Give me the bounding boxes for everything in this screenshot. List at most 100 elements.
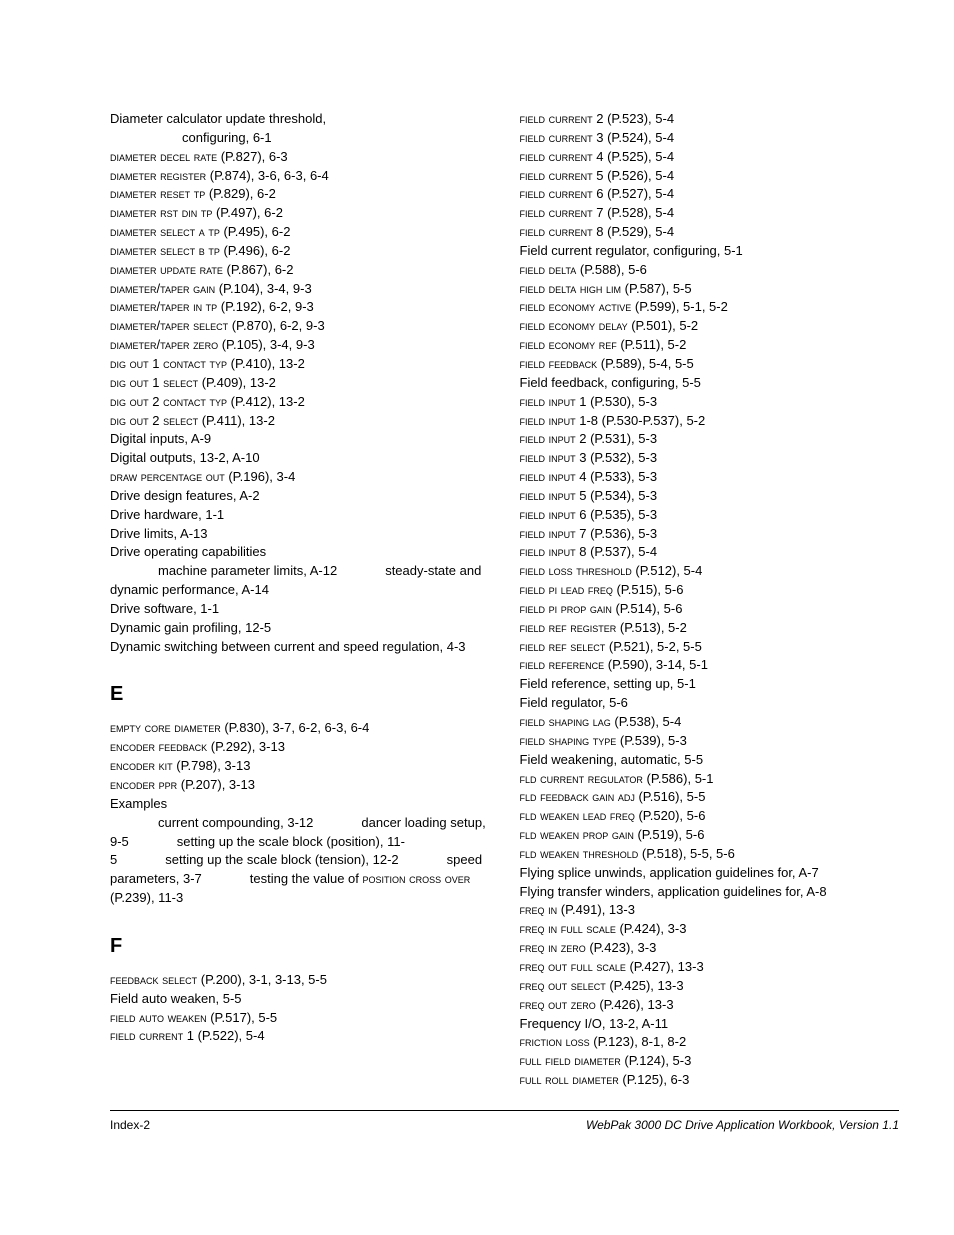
index-entry: setting up the scale block (tension), 12… [117,852,398,867]
index-entry: FIELD CURRENT 5 (P.526), 5-4 [520,167,900,186]
parameter-name: DIAMETER DECEL RATE [110,149,217,164]
parameter-name: FREQ IN [520,902,558,917]
index-entry: FREQ IN (P.491), 13-3 [520,901,900,920]
parameter-name: FIELD CURRENT 1 [110,1028,194,1043]
parameter-name: FLD WEAKEN PROP GAIN [520,827,634,842]
parameter-name: FREQ OUT FULL SCALE [520,959,626,974]
index-entry: Frequency I/O, 13-2, A-11 [520,1015,900,1034]
index-entry: FREQ OUT FULL SCALE (P.427), 13-3 [520,958,900,977]
index-entry: FIELD DELTA HIGH LIM (P.587), 5-5 [520,280,900,299]
index-entry: FIELD ECONOMY DELAY (P.501), 5-2 [520,317,900,336]
index-entry: FIELD CURRENT 7 (P.528), 5-4 [520,204,900,223]
index-entry: ENCODER FEEDBACK (P.292), 3-13 [110,738,490,757]
index-entry: FIELD INPUT 3 (P.532), 5-3 [520,449,900,468]
parameter-name: DIAMETER SELECT A TP [110,224,220,239]
parameter-name: FIELD PI LEAD FREQ [520,582,613,597]
index-entry: FULL FIELD DIAMETER (P.124), 5-3 [520,1052,900,1071]
parameter-name: FLD CURRENT REGULATOR [520,771,643,786]
index-entry: FLD WEAKEN LEAD FREQ (P.520), 5-6 [520,807,900,826]
parameter-name: FLD FEEDBACK GAIN ADJ [520,789,635,804]
index-columns: Diameter calculator update threshold,con… [110,110,899,1090]
index-entry: FIELD REF SELECT (P.521), 5-2, 5-5 [520,638,900,657]
parameter-name: FIELD SHAPING LAG [520,714,611,729]
index-entry: DIAMETER REGISTER (P.874), 3-6, 6-3, 6-4 [110,167,490,186]
index-entry: FIELD CURRENT 8 (P.529), 5-4 [520,223,900,242]
index-entry: Examples [110,795,490,814]
index-entry: Drive design features, A-2 [110,487,490,506]
index-entry: FLD WEAKEN PROP GAIN (P.519), 5-6 [520,826,900,845]
index-entry: DIG OUT 1 SELECT (P.409), 13-2 [110,374,490,393]
parameter-name: FEEDBACK SELECT [110,972,197,987]
index-entry: DIAMETER DECEL RATE (P.827), 6-3 [110,148,490,167]
parameter-name: FIELD CURRENT 8 [520,224,604,239]
index-entry: FIELD CURRENT 6 (P.527), 5-4 [520,185,900,204]
index-entry: FIELD PI PROP GAIN (P.514), 5-6 [520,600,900,619]
index-entry: FREQ IN ZERO (P.423), 3-3 [520,939,900,958]
parameter-name: FIELD CURRENT 6 [520,186,604,201]
section-heading-f: F [110,932,490,961]
index-entry: FIELD CURRENT 2 (P.523), 5-4 [520,110,900,129]
index-entry: FIELD CURRENT 1 (P.522), 5-4 [110,1027,490,1046]
footer-page-number: Index-2 [110,1117,150,1134]
index-entry: FIELD REFERENCE (P.590), 3-14, 5-1 [520,656,900,675]
parameter-name: FIELD ECONOMY DELAY [520,318,628,333]
parameter-name: FIELD FEEDBACK [520,356,598,371]
parameter-name: FIELD CURRENT 5 [520,168,604,183]
index-entry: FLD CURRENT REGULATOR (P.586), 5-1 [520,770,900,789]
index-entry: FIELD INPUT 7 (P.536), 5-3 [520,525,900,544]
parameter-name: FIELD INPUT 4 [520,469,587,484]
parameter-name: FLD WEAKEN LEAD FREQ [520,808,635,823]
parameter-name: ENCODER PPR [110,777,177,792]
index-entry: Dynamic gain profiling, 12-5 [110,619,490,638]
parameter-name: FRICTION LOSS [520,1034,590,1049]
index-entry: Field weakening, automatic, 5-5 [520,751,900,770]
page-footer: Index-2 WebPak 3000 DC Drive Application… [110,1110,899,1134]
parameter-name: FREQ OUT SELECT [520,978,606,993]
parameter-name: FIELD INPUT 5 [520,488,587,503]
index-entry: FIELD INPUT 1 (P.530), 5-3 [520,393,900,412]
footer-doc-title: WebPak 3000 DC Drive Application Workboo… [586,1117,899,1134]
parameter-name: DIAMETER REGISTER [110,168,206,183]
index-entry: FIELD INPUT 2 (P.531), 5-3 [520,430,900,449]
index-entry: ENCODER PPR (P.207), 3-13 [110,776,490,795]
index-entry: DIAMETER RESET TP (P.829), 6-2 [110,185,490,204]
index-entry: Dynamic switching between current and sp… [110,638,490,657]
index-entry: Drive software, 1-1 [110,600,490,619]
index-entry: FLD FEEDBACK GAIN ADJ (P.516), 5-5 [520,788,900,807]
parameter-name: FULL ROLL DIAMETER [520,1072,619,1087]
index-entry: Flying splice unwinds, application guide… [520,864,900,883]
parameter-name: FIELD INPUT 6 [520,507,587,522]
parameter-name: FIELD ECONOMY ACTIVE [520,299,632,314]
parameter-name: FIELD DELTA HIGH LIM [520,281,622,296]
index-entry: DIG OUT 1 CONTACT TYP (P.410), 13-2 [110,355,490,374]
index-entry: FREQ OUT SELECT (P.425), 13-3 [520,977,900,996]
index-entry: Field reference, setting up, 5-1 [520,675,900,694]
index-entry: Field regulator, 5-6 [520,694,900,713]
parameter-name: FIELD INPUT 2 [520,431,587,446]
index-entry: FIELD ECONOMY REF (P.511), 5-2 [520,336,900,355]
parameter-name: ENCODER KIT [110,758,173,773]
index-entry: FREQ OUT ZERO (P.426), 13-3 [520,996,900,1015]
index-entry: FIELD LOSS THRESHOLD (P.512), 5-4 [520,562,900,581]
index-entry: Drive hardware, 1-1 [110,506,490,525]
index-entry: Field current regulator, configuring, 5-… [520,242,900,261]
parameter-name: DIAMETER RST DIN TP [110,205,212,220]
index-entry: FIELD INPUT 1-8 (P.530-P.537), 5-2 [520,412,900,431]
index-entry: Drive operating capabilities [110,543,490,562]
index-entry: Digital inputs, A-9 [110,430,490,449]
parameter-name: DIG OUT 1 SELECT [110,375,198,390]
parameter-name: FLD WEAKEN THRESHOLD [520,846,639,861]
parameter-name: DIAMETER/TAPER IN TP [110,299,217,314]
index-entry: FIELD PI LEAD FREQ (P.515), 5-6 [520,581,900,600]
index-entry: ENCODER KIT (P.798), 3-13 [110,757,490,776]
parameter-name: FREQ IN ZERO [520,940,586,955]
index-entry: FIELD DELTA (P.588), 5-6 [520,261,900,280]
parameter-name: FIELD INPUT 8 [520,544,587,559]
index-entry: Drive limits, A-13 [110,525,490,544]
parameter-name: DIAMETER/TAPER SELECT [110,318,228,333]
parameter-name: FREQ OUT ZERO [520,997,596,1012]
parameter-name: FIELD ECONOMY REF [520,337,617,352]
parameter-name: POSITION CROSS OVER [363,871,471,886]
index-entry: FIELD AUTO WEAKEN (P.517), 5-5 [110,1009,490,1028]
parameter-name: DIAMETER/TAPER GAIN [110,281,215,296]
